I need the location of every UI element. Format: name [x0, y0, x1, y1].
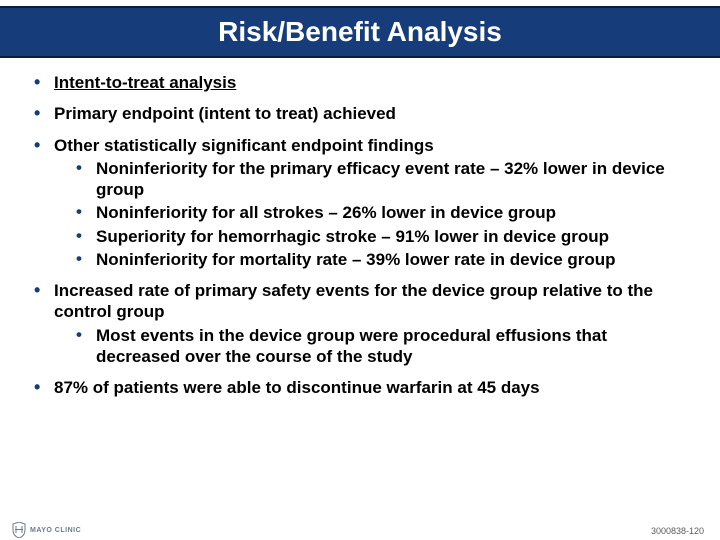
bullet-text: Noninferiority for all strokes – 26% low… [96, 203, 556, 222]
shield-icon [12, 522, 26, 538]
list-item: Most events in the device group were pro… [72, 325, 688, 368]
logo-text: MAYO CLINIC [30, 527, 81, 534]
list-item: Noninferiority for mortality rate – 39% … [72, 249, 688, 270]
list-item: Intent-to-treat analysis [32, 72, 688, 93]
bullet-text: Other statistically significant endpoint… [54, 136, 434, 155]
sub-bullet-list: Most events in the device group were pro… [54, 325, 688, 368]
slide-footer: MAYO CLINIC 3000838-120 [0, 518, 720, 540]
sub-bullet-list: Noninferiority for the primary efficacy … [54, 158, 688, 270]
slide-code: 3000838-120 [651, 526, 704, 536]
list-item: Other statistically significant endpoint… [32, 135, 688, 271]
title-bar: Risk/Benefit Analysis [0, 6, 720, 58]
list-item: Noninferiority for all strokes – 26% low… [72, 202, 688, 223]
bullet-text: Intent-to-treat analysis [54, 73, 236, 92]
slide-title: Risk/Benefit Analysis [218, 16, 502, 48]
list-item: Primary endpoint (intent to treat) achie… [32, 103, 688, 124]
bullet-text: Most events in the device group were pro… [96, 326, 607, 366]
list-item: Superiority for hemorrhagic stroke – 91%… [72, 226, 688, 247]
bullet-text: Primary endpoint (intent to treat) achie… [54, 104, 396, 123]
list-item: Increased rate of primary safety events … [32, 280, 688, 367]
bullet-text: Superiority for hemorrhagic stroke – 91%… [96, 227, 609, 246]
list-item: Noninferiority for the primary efficacy … [72, 158, 688, 201]
logo: MAYO CLINIC [12, 522, 81, 538]
bullet-text: 87% of patients were able to discontinue… [54, 378, 540, 397]
list-item: 87% of patients were able to discontinue… [32, 377, 688, 398]
bullet-text: Increased rate of primary safety events … [54, 281, 653, 321]
slide: Risk/Benefit Analysis Intent-to-treat an… [0, 6, 720, 540]
bullet-list: Intent-to-treat analysis Primary endpoin… [32, 72, 688, 398]
slide-content: Intent-to-treat analysis Primary endpoin… [0, 58, 720, 398]
bullet-text: Noninferiority for mortality rate – 39% … [96, 250, 616, 269]
bullet-text: Noninferiority for the primary efficacy … [96, 159, 665, 199]
